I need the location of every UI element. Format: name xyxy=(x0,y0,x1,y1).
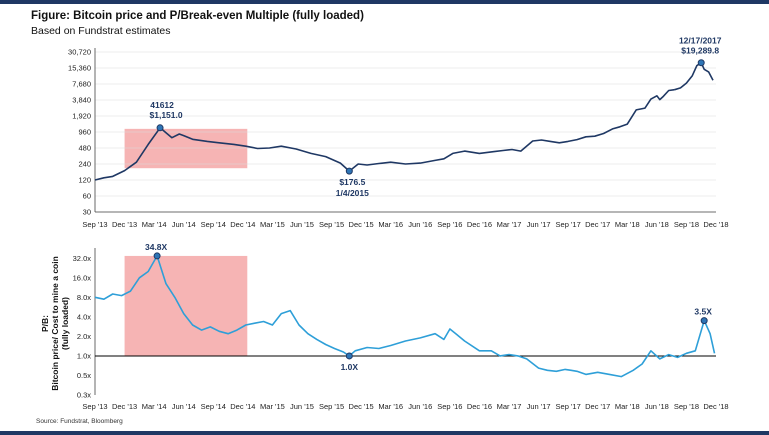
y-tick-label: 16.0x xyxy=(73,273,92,282)
chart-0-group: 30,720 15,360 7,680 3,840 1,920 960 480 240 120 6… xyxy=(68,36,729,229)
x-tick-label: Dec '18 xyxy=(703,402,728,411)
y-tick-label: 7,680 xyxy=(72,80,91,89)
x-tick-label: Mar '14 xyxy=(142,220,167,229)
y-axis-title-line: Bitcoin price/ Cost to mine a coin xyxy=(50,256,60,391)
x-tick-label: Jun '14 xyxy=(172,402,196,411)
y-tick-label: 120 xyxy=(78,176,91,185)
x-tick-label: Dec '17 xyxy=(585,402,610,411)
y-tick-label: 30 xyxy=(83,208,91,217)
x-tick-label: Dec '16 xyxy=(467,220,492,229)
x-tick-label: Sep '18 xyxy=(674,402,699,411)
y-tick-label: 30,720 xyxy=(68,48,91,57)
x-tick-label: Sep '17 xyxy=(556,402,581,411)
x-tick-label: Mar '16 xyxy=(378,220,403,229)
figure-title: Figure: Bitcoin price and P/Break-even M… xyxy=(31,10,364,22)
annotation-label: $176.5 xyxy=(339,177,365,187)
x-tick-label: Sep '14 xyxy=(201,220,226,229)
x-tick-label: Sep '13 xyxy=(82,220,107,229)
x-tick-label: Dec '15 xyxy=(349,220,374,229)
annotation-marker xyxy=(153,252,161,260)
series-line xyxy=(674,61,714,91)
x-tick-label: Jun '18 xyxy=(645,402,669,411)
y-tick-label: 240 xyxy=(78,160,91,169)
y-tick-label: 1,920 xyxy=(72,112,91,121)
x-tick-label: Sep '13 xyxy=(82,402,107,411)
top-rule xyxy=(0,0,769,4)
annotation-value: 1/4/2015 xyxy=(336,188,369,198)
annotation-marker xyxy=(697,59,705,67)
y-tick-label: 15,360 xyxy=(68,64,91,73)
x-tick-label: Sep '16 xyxy=(437,220,462,229)
y-tick-label: 1.0x xyxy=(77,351,91,360)
x-tick-label: Jun '17 xyxy=(527,402,551,411)
x-tick-label: Jun '15 xyxy=(290,402,314,411)
annotation-marker xyxy=(345,352,353,360)
source-note: Source: Fundstrat, Bloomberg xyxy=(36,418,123,425)
x-tick-label: Mar '15 xyxy=(260,220,285,229)
y-tick-label: 4.0x xyxy=(77,312,91,321)
x-tick-label: Sep '14 xyxy=(201,402,226,411)
y-tick-label: 3,840 xyxy=(72,96,91,105)
chart-1-group: 32.0x 16.0x 8.0x 4.0x 2.0x 1.0x 0.5x 0.3x Sep '1… xyxy=(40,242,729,411)
shaded-region xyxy=(124,128,248,169)
y-axis-title-line: P/B: xyxy=(40,315,50,332)
series-line xyxy=(94,88,675,181)
x-tick-label: Dec '16 xyxy=(467,402,492,411)
x-tick-label: Dec '13 xyxy=(112,402,137,411)
annotation-label: 34.8X xyxy=(145,242,168,252)
x-tick-label: Mar '16 xyxy=(378,402,403,411)
figure-subtitle: Based on Fundstrat estimates xyxy=(31,25,171,37)
x-tick-label: Dec '14 xyxy=(230,220,255,229)
x-tick-label: Jun '15 xyxy=(290,220,314,229)
annotation-label: 3.5X xyxy=(694,307,712,317)
x-tick-label: Dec '17 xyxy=(585,220,610,229)
annotation-value: $19,289.8 xyxy=(681,46,719,56)
x-tick-label: Sep '17 xyxy=(556,220,581,229)
x-tick-label: Sep '16 xyxy=(437,402,462,411)
y-tick-label: 0.5x xyxy=(77,371,91,380)
x-tick-label: Mar '17 xyxy=(497,402,522,411)
x-tick-label: Sep '15 xyxy=(319,402,344,411)
annotation-label: 41612 xyxy=(150,100,174,110)
annotation-label: 1.0X xyxy=(341,362,359,372)
annotation-value: $1,151.0 xyxy=(150,110,183,120)
y-tick-label: 960 xyxy=(78,128,91,137)
x-tick-label: Mar '18 xyxy=(615,402,640,411)
x-tick-label: Mar '18 xyxy=(615,220,640,229)
annotation-marker xyxy=(156,124,164,132)
x-tick-label: Sep '18 xyxy=(674,220,699,229)
y-axis-title-line: (fully loaded) xyxy=(60,297,70,350)
y-tick-label: 480 xyxy=(78,144,91,153)
x-tick-label: Jun '16 xyxy=(408,402,432,411)
annotation-marker xyxy=(345,167,353,175)
y-tick-label: 8.0x xyxy=(77,293,91,302)
x-tick-label: Mar '17 xyxy=(497,220,522,229)
x-tick-label: Dec '13 xyxy=(112,220,137,229)
shaded-region xyxy=(124,255,248,356)
x-tick-label: Sep '15 xyxy=(319,220,344,229)
x-tick-label: Dec '14 xyxy=(230,402,255,411)
y-tick-label: 0.3x xyxy=(77,391,91,400)
x-tick-label: Jun '16 xyxy=(408,220,432,229)
x-tick-label: Jun '14 xyxy=(172,220,196,229)
x-tick-label: Mar '14 xyxy=(142,402,167,411)
series-line xyxy=(94,255,716,378)
x-tick-label: Dec '15 xyxy=(349,402,374,411)
y-tick-label: 32.0x xyxy=(73,254,92,263)
x-tick-label: Mar '15 xyxy=(260,402,285,411)
x-tick-label: Dec '18 xyxy=(703,220,728,229)
bottom-rule xyxy=(0,431,769,435)
y-tick-label: 2.0x xyxy=(77,332,91,341)
annotation-label: 12/17/2017 xyxy=(679,36,722,46)
x-tick-label: Jun '17 xyxy=(527,220,551,229)
x-tick-label: Jun '18 xyxy=(645,220,669,229)
annotation-marker xyxy=(700,317,708,325)
y-tick-label: 60 xyxy=(83,192,91,201)
